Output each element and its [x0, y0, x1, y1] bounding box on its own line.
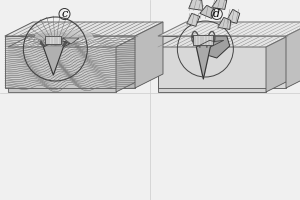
Polygon shape — [200, 5, 215, 18]
Polygon shape — [48, 38, 64, 44]
Polygon shape — [266, 36, 288, 92]
Polygon shape — [187, 13, 200, 26]
Bar — [45, 36, 62, 44]
Text: d: d — [213, 9, 220, 19]
Polygon shape — [8, 36, 138, 47]
Polygon shape — [8, 47, 116, 92]
Polygon shape — [286, 22, 300, 88]
Polygon shape — [158, 47, 266, 92]
Polygon shape — [158, 22, 300, 36]
Polygon shape — [116, 36, 138, 92]
Polygon shape — [192, 36, 230, 58]
Polygon shape — [227, 9, 240, 23]
Bar — [194, 35, 213, 45]
Polygon shape — [212, 0, 227, 9]
Polygon shape — [189, 0, 203, 10]
Polygon shape — [158, 36, 286, 88]
Polygon shape — [158, 36, 288, 47]
Polygon shape — [44, 47, 63, 75]
Text: c: c — [61, 9, 68, 19]
Polygon shape — [5, 22, 163, 36]
Polygon shape — [218, 17, 231, 29]
Polygon shape — [196, 47, 210, 79]
Polygon shape — [5, 36, 135, 88]
Polygon shape — [135, 22, 163, 88]
Polygon shape — [63, 38, 79, 44]
